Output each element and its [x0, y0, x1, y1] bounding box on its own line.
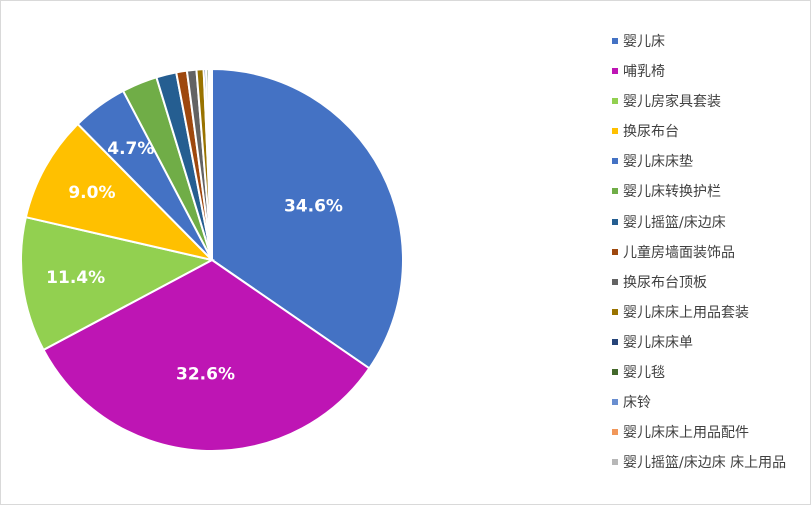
- legend-label: 婴儿床: [623, 34, 665, 50]
- pie-slice-4: [24, 122, 216, 262]
- legend-swatch: [612, 98, 618, 105]
- legend-swatch: [612, 218, 618, 225]
- legend-swatch: [612, 158, 618, 165]
- legend-swatch: [612, 308, 618, 315]
- pie-slice-1: [211, 67, 404, 370]
- data-label-1: 34.6%: [284, 197, 343, 217]
- legend-item-1: 婴儿床: [612, 31, 812, 61]
- legend-label: 换尿布台: [623, 124, 679, 141]
- legend-item-11: 婴儿床床单: [612, 332, 812, 362]
- legend-item-2: 哺乳椅: [612, 61, 812, 91]
- pie-slice-2: [42, 258, 371, 452]
- legend-item-9: 换尿布台顶板: [612, 272, 812, 302]
- legend: 婴儿床哺乳椅婴儿房家具套装 换尿布台婴儿床床垫婴儿床转换护栏 婴儿摇篮/床边床 儿童房…: [612, 31, 812, 482]
- legend-item-15: 婴儿摇篮/床边床 床上用品: [612, 452, 812, 482]
- legend-swatch: [612, 38, 618, 44]
- data-label-5: 4.7%: [107, 139, 154, 159]
- legend-label: 婴儿床床单: [623, 334, 693, 351]
- legend-label: 婴儿床床垫: [623, 154, 693, 171]
- legend-swatch: [612, 459, 618, 466]
- legend-label: 婴儿床转换护栏: [623, 184, 721, 201]
- legend-item-4: 换尿布台: [612, 121, 812, 151]
- legend-swatch: [612, 429, 618, 436]
- legend-swatch: [612, 369, 618, 376]
- pie-slice-15: [209, 67, 213, 261]
- legend-swatch: [612, 338, 618, 345]
- legend-label: 婴儿床床上用品配件: [623, 425, 749, 442]
- legend-item-3: 婴儿房家具套装: [612, 91, 812, 121]
- legend-swatch: [612, 248, 618, 255]
- legend-label: 婴儿摇篮/床边床: [623, 214, 726, 231]
- legend-label: 婴儿床床上用品套装: [623, 304, 749, 321]
- legend-item-14: 婴儿床床上用品配件: [612, 422, 812, 452]
- legend-label: 儿童房墙面装饰品: [623, 244, 735, 261]
- legend-item-13: 床铃: [612, 392, 812, 422]
- legend-item-7: 婴儿摇篮/床边床: [612, 212, 812, 242]
- legend-label: 床铃: [623, 395, 651, 412]
- legend-swatch: [612, 278, 618, 285]
- legend-label: 换尿布台顶板: [623, 274, 707, 291]
- data-label-3: 11.4%: [46, 268, 105, 288]
- pie-slice-3: [20, 215, 215, 352]
- legend-label: 婴儿毯: [623, 365, 665, 382]
- data-label-2: 32.6%: [176, 364, 235, 384]
- legend-swatch: [612, 188, 618, 195]
- legend-item-6: 婴儿床转换护栏: [612, 181, 812, 211]
- data-label-4: 9.0%: [68, 183, 115, 203]
- legend-label: 婴儿摇篮/床边床 床上用品: [623, 455, 787, 472]
- legend-item-5: 婴儿床床垫: [612, 151, 812, 181]
- legend-item-8: 儿童房墙面装饰品: [612, 242, 812, 272]
- legend-item-12: 婴儿毯: [612, 362, 812, 392]
- legend-swatch: [612, 399, 618, 406]
- legend-swatch: [612, 68, 618, 75]
- legend-label: 哺乳椅: [623, 64, 665, 81]
- legend-item-10: 婴儿床床上用品套装: [612, 302, 812, 332]
- legend-swatch: [612, 128, 618, 135]
- legend-label: 婴儿房家具套装: [623, 94, 721, 111]
